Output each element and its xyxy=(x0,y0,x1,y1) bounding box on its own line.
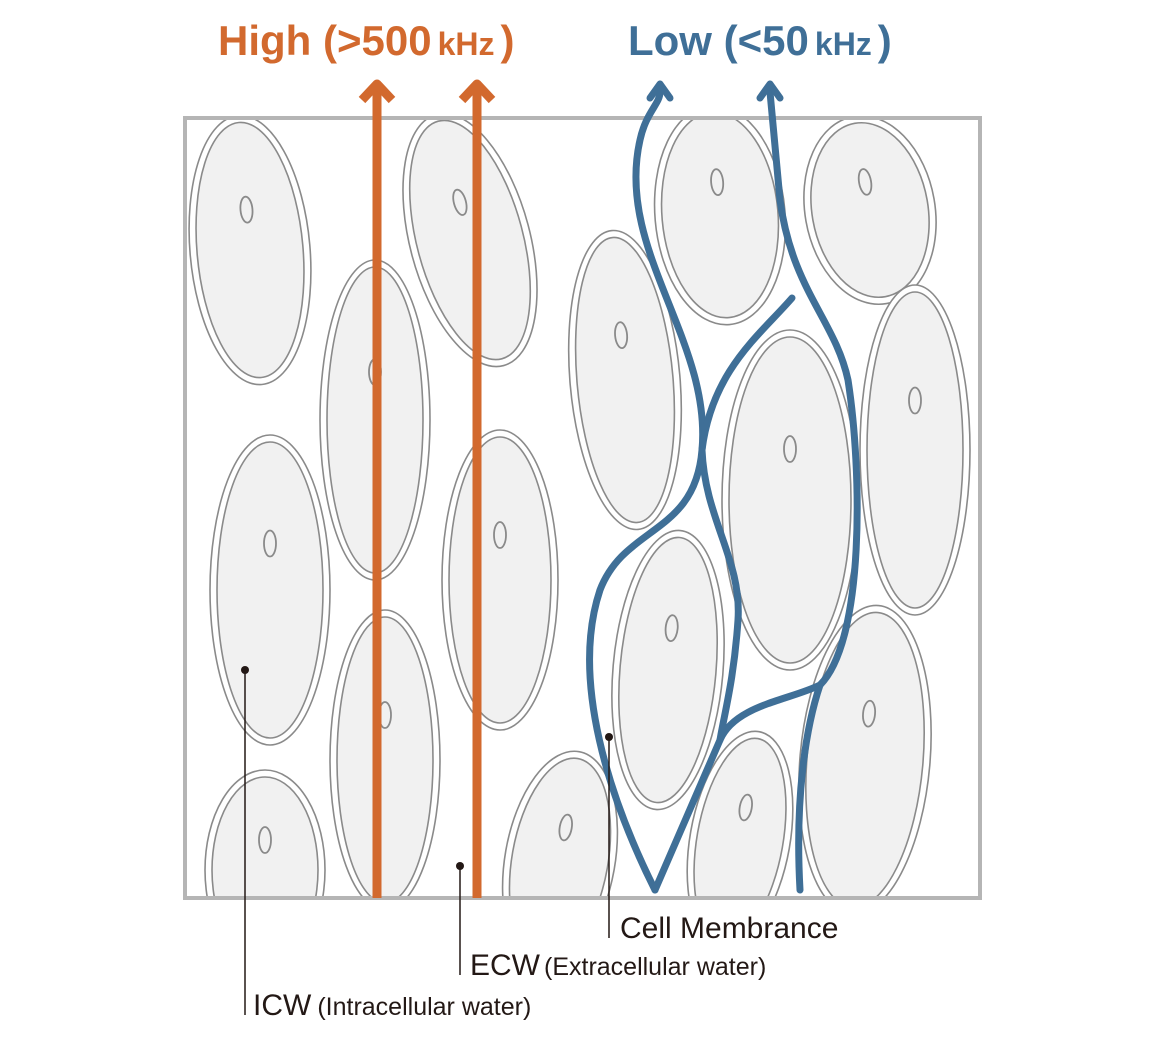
nucleus xyxy=(258,826,272,854)
cell xyxy=(441,429,559,731)
callouts: Cell Membrance ECW (Extracellular water) … xyxy=(241,666,838,1022)
cell xyxy=(859,284,971,616)
nucleus xyxy=(783,435,797,463)
nucleus xyxy=(857,168,873,196)
cell xyxy=(204,769,326,898)
cell-wall xyxy=(448,436,552,724)
nucleus xyxy=(239,195,254,224)
cell-wall xyxy=(508,757,612,898)
cell-wall xyxy=(660,118,780,319)
nucleus xyxy=(908,386,922,415)
cell-wall xyxy=(574,236,676,524)
cell-wall xyxy=(866,291,964,609)
cell-wall xyxy=(195,121,305,379)
low-frequency-paths xyxy=(586,80,861,894)
cell-wall xyxy=(810,121,930,299)
cell xyxy=(798,604,932,898)
membrane-label: Cell Membrance xyxy=(620,912,838,945)
nucleus xyxy=(862,699,877,728)
high-title: High (>500 kHz) xyxy=(218,17,514,64)
cell-wall xyxy=(728,336,852,664)
tissue-box xyxy=(183,116,982,900)
cell-wall xyxy=(216,441,324,739)
cell xyxy=(721,329,859,671)
cell-wall xyxy=(408,119,532,361)
nucleus xyxy=(558,813,573,842)
icw-label: ICW (Intracellular water) xyxy=(253,989,531,1022)
nucleus xyxy=(614,321,629,350)
cell xyxy=(188,118,312,386)
cell xyxy=(402,118,538,368)
nucleus xyxy=(263,529,277,558)
cell xyxy=(329,609,441,898)
low-title: Low (<50 kHz) xyxy=(628,17,892,64)
nucleus xyxy=(452,188,468,216)
cells xyxy=(188,118,971,898)
cell xyxy=(501,750,619,898)
cell xyxy=(209,434,331,746)
nucleus xyxy=(710,168,725,196)
nucleus xyxy=(738,793,753,822)
nucleus xyxy=(493,521,507,549)
cell-wall xyxy=(211,776,319,898)
cell xyxy=(611,529,725,811)
high-frequency-arrows xyxy=(358,79,496,898)
cell xyxy=(653,118,787,326)
ecw-label: ECW (Extracellular water) xyxy=(470,949,766,982)
cell xyxy=(567,229,683,531)
cell-wall xyxy=(336,616,434,898)
cell-wall xyxy=(617,536,719,804)
nucleus xyxy=(664,614,679,643)
cell xyxy=(803,118,937,306)
cell-wall xyxy=(693,737,787,898)
cell xyxy=(686,730,794,898)
